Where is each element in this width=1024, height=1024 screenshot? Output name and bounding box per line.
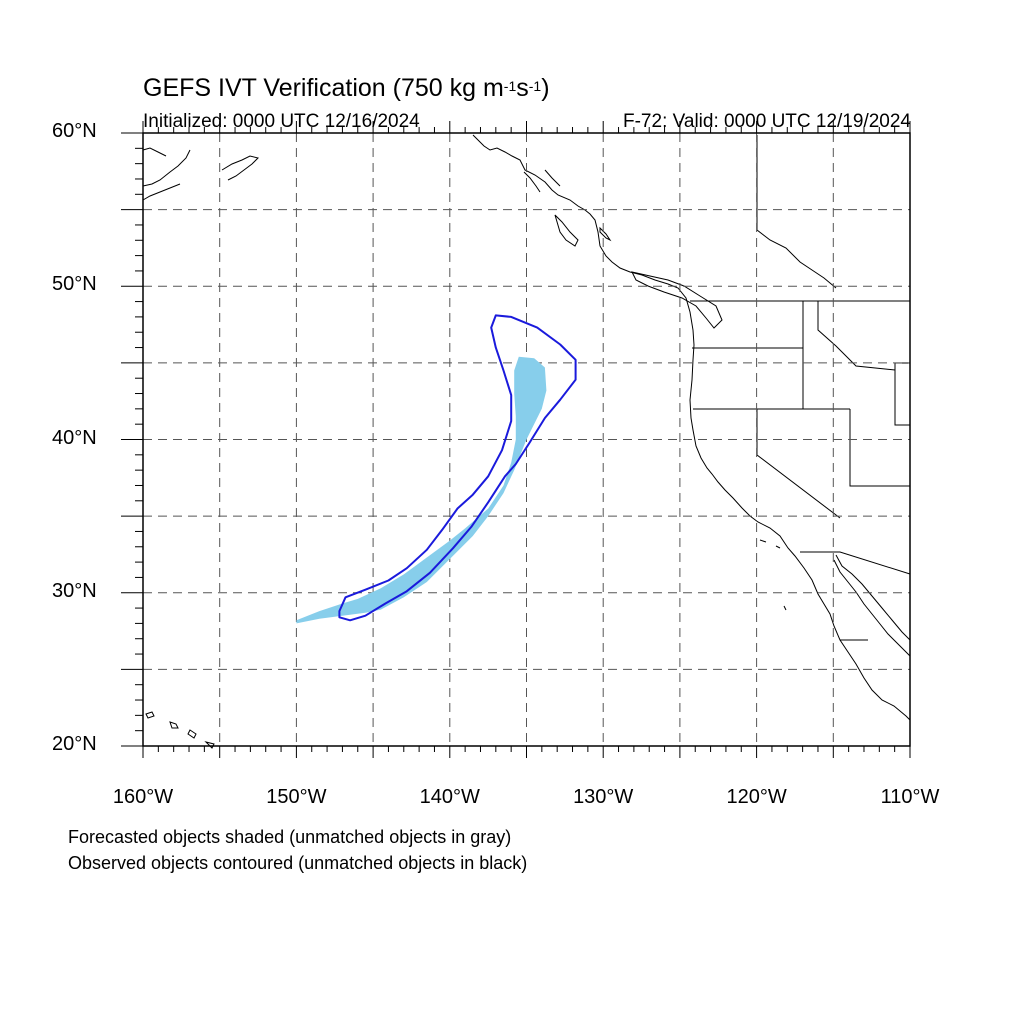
latitude-label: 30°N xyxy=(52,579,97,602)
latitude-label: 20°N xyxy=(52,733,97,755)
longitude-label: 130°W xyxy=(573,786,634,808)
latitude-label: 60°N xyxy=(52,120,97,142)
valid-time: F-72: Valid: 0000 UTC 12/19/2024 xyxy=(623,111,911,132)
grid-layer xyxy=(143,133,910,746)
hawaii-islands xyxy=(145,711,215,749)
west-coast-coastline xyxy=(472,134,911,721)
state-borders xyxy=(692,301,911,641)
longitude-label: 110°W xyxy=(880,786,940,808)
objects-layer xyxy=(296,314,577,624)
channel-islands xyxy=(759,539,787,611)
alaska-coast xyxy=(142,147,259,187)
haida-gwaii xyxy=(599,226,612,242)
alaska-peninsula xyxy=(142,183,181,201)
vancouver-island xyxy=(631,271,723,329)
initialized-time: Initialized: 0000 UTC 12/16/2024 xyxy=(143,111,420,132)
longitude-label: 150°W xyxy=(266,786,327,808)
map-title: GEFS IVT Verification (750 kg m-1s-1) xyxy=(143,74,550,102)
caption-forecast: Forecasted objects shaded (unmatched obj… xyxy=(68,827,512,847)
gulf-of-california-coast xyxy=(833,559,911,657)
observed-object-contour xyxy=(338,314,577,622)
alaska-islands xyxy=(523,169,579,247)
alaska-canada-border xyxy=(756,135,837,289)
mexico-mainland-coast xyxy=(835,554,911,641)
frame-layer xyxy=(121,121,911,758)
longitude-label: 120°W xyxy=(726,786,787,808)
longitude-label: 160°W xyxy=(112,786,174,808)
caption-observed: Observed objects contoured (unmatched ob… xyxy=(68,853,528,873)
latitude-label: 40°N xyxy=(52,426,97,449)
longitude-label: 140°W xyxy=(419,786,480,808)
forecast-object-shading xyxy=(296,356,547,624)
latitude-label: 50°N xyxy=(52,273,97,296)
